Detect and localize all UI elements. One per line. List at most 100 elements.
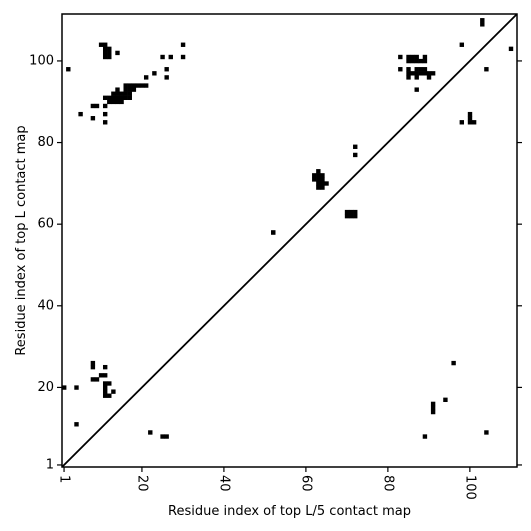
- contact-cell-lower: [102, 393, 108, 398]
- contact-cell-upper: [312, 173, 317, 178]
- contact-cell-upper: [98, 42, 104, 47]
- contact-cell-lower: [443, 397, 448, 403]
- x-axis: 1 20 40 60 80 100: [57, 467, 477, 500]
- contact-cell-upper: [353, 213, 358, 219]
- contact-cell-upper: [102, 120, 108, 125]
- contact-cell-upper: [119, 99, 124, 105]
- contact-cell-upper: [131, 83, 137, 88]
- contact-cell-upper: [316, 185, 321, 190]
- contact-cell-lower: [271, 230, 276, 235]
- x-tick-label: 60: [298, 475, 313, 492]
- contact-cell-upper: [180, 42, 186, 47]
- contact-cell-upper: [414, 54, 419, 60]
- contact-cell-upper: [316, 169, 321, 174]
- contact-cell-upper: [430, 71, 436, 76]
- y-tick-label: 20: [37, 380, 54, 395]
- contact-cell-upper: [102, 50, 108, 56]
- contact-cell-lower: [102, 364, 108, 370]
- x-tick-label: 1: [57, 475, 72, 483]
- contact-cell-upper: [426, 75, 432, 80]
- contact-cell-upper: [135, 83, 141, 88]
- contact-cell-upper: [115, 50, 120, 56]
- contact-cell-lower: [164, 434, 169, 439]
- contact-cell-upper: [320, 181, 325, 186]
- y-tick-label: 60: [37, 217, 54, 232]
- contact-cell-upper: [107, 54, 112, 60]
- contact-cell-upper: [426, 71, 432, 76]
- contact-cell-upper: [66, 67, 71, 72]
- contact-cell-upper: [471, 120, 477, 125]
- contact-cell-upper: [102, 103, 108, 109]
- contact-cell-upper: [414, 67, 419, 72]
- contact-cell-upper: [123, 91, 128, 96]
- contact-cell-upper: [418, 58, 424, 64]
- contact-cell-upper: [324, 181, 329, 186]
- contact-cell-upper: [111, 95, 116, 101]
- contact-cell-upper: [102, 111, 108, 117]
- contact-cell-upper: [406, 67, 411, 72]
- contact-cell-upper: [90, 116, 96, 121]
- contact-cell-upper: [312, 177, 317, 182]
- contact-cell-upper: [344, 213, 350, 219]
- contact-cell-upper: [320, 177, 325, 182]
- contact-cell-upper: [143, 83, 149, 88]
- contact-cell-lower: [90, 377, 96, 382]
- contact-cell-upper: [467, 116, 473, 121]
- contact-cell-lower: [160, 434, 165, 439]
- x-tick-label: 100: [462, 475, 477, 500]
- contact-cell-lower: [90, 360, 96, 366]
- contact-cell-upper: [115, 87, 120, 92]
- contact-cell-upper: [143, 75, 149, 80]
- contact-cell-upper: [414, 71, 419, 76]
- contact-cell-lower: [422, 434, 428, 439]
- y-axis-title: Residue index of top L contact map: [14, 125, 29, 355]
- x-tick-label: 20: [134, 475, 149, 492]
- contact-cell-upper: [480, 18, 485, 23]
- contact-cell-upper: [94, 103, 100, 109]
- contact-cell-upper: [316, 181, 321, 186]
- contact-cell-upper: [131, 87, 137, 92]
- contact-cell-upper: [422, 58, 428, 64]
- contact-cell-upper: [139, 83, 145, 88]
- contact-cell-upper: [422, 54, 428, 60]
- contact-cell-upper: [353, 209, 358, 215]
- contact-cell-upper: [90, 103, 96, 109]
- contact-cell-upper: [123, 87, 128, 92]
- contact-cell-upper: [467, 111, 473, 117]
- diagonal-line: [61, 13, 518, 468]
- contact-cell-upper: [119, 91, 124, 96]
- contact-cell-upper: [422, 71, 428, 76]
- contact-cell-lower: [102, 373, 108, 378]
- contact-cell-upper: [102, 46, 108, 52]
- contact-cell-upper: [102, 95, 108, 101]
- contact-marks: [62, 18, 514, 439]
- contact-cell-lower: [102, 389, 108, 394]
- contact-cell-upper: [418, 67, 424, 72]
- contact-cell-upper: [414, 58, 419, 64]
- contact-cell-lower: [484, 430, 489, 435]
- contact-cell-upper: [180, 54, 186, 60]
- plot-area: [61, 13, 518, 468]
- contact-cell-upper: [353, 152, 358, 158]
- contact-cell-lower: [102, 385, 108, 390]
- contact-cell-lower: [98, 373, 104, 378]
- contact-cell-upper: [102, 42, 108, 47]
- contact-cell-upper: [152, 71, 157, 76]
- contact-cell-upper: [102, 54, 108, 60]
- contact-cell-upper: [508, 46, 514, 52]
- contact-cell-upper: [107, 50, 112, 56]
- contact-cell-upper: [410, 54, 415, 60]
- contact-cell-upper: [168, 54, 173, 60]
- contact-cell-upper: [123, 95, 128, 101]
- contact-cell-upper: [414, 87, 419, 92]
- contact-cell-lower: [74, 385, 79, 390]
- contact-cell-lower: [62, 385, 67, 390]
- contact-cell-upper: [119, 95, 124, 101]
- contact-cell-upper: [107, 99, 112, 105]
- y-axis: 1 20 40 60 80 100: [29, 53, 522, 472]
- contact-cell-upper: [406, 58, 411, 64]
- contact-cell-upper: [111, 91, 116, 96]
- contact-cell-upper: [484, 67, 489, 72]
- contact-cell-upper: [164, 75, 169, 80]
- contact-cell-lower: [111, 389, 116, 394]
